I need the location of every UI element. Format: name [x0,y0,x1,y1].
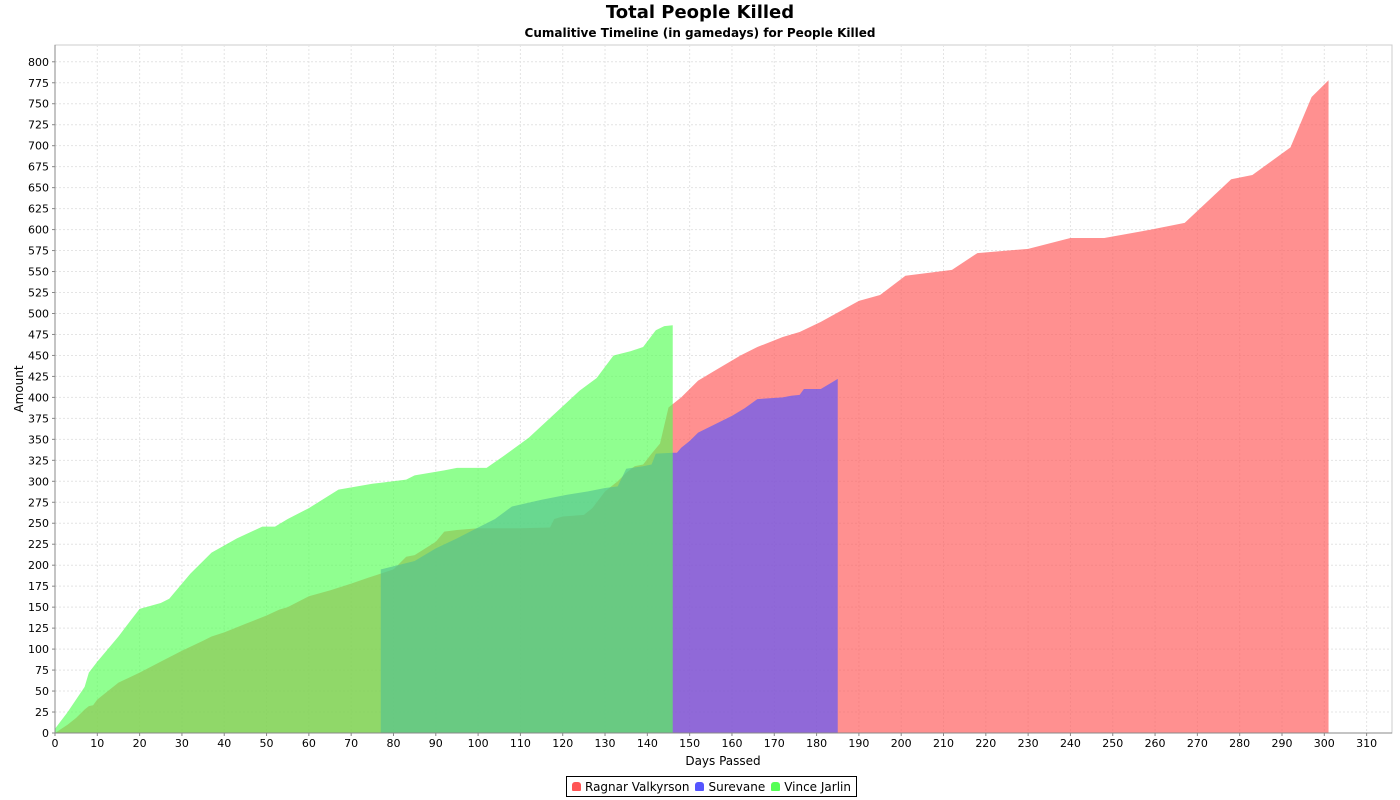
legend-label-ragnar-valkyrson: Ragnar Valkyrson [585,779,690,794]
y-tick-label-29: 725 [28,119,49,132]
x-tick-label-29: 290 [1271,737,1292,750]
y-tick-label-23: 575 [28,245,49,258]
x-tick-label-1: 10 [90,737,104,750]
x-tick-label-13: 130 [595,737,616,750]
x-tick-label-8: 80 [386,737,400,750]
y-tick-label-3: 75 [35,664,49,677]
y-tick-label-26: 650 [28,182,49,195]
legend-item-ragnar-valkyrson: Ragnar Valkyrson [572,780,689,794]
x-tick-label-11: 110 [510,737,531,750]
x-tick-label-14: 140 [637,737,658,750]
y-tick-label-11: 275 [28,496,49,509]
y-tick-label-27: 675 [28,161,49,174]
x-tick-label-15: 150 [679,737,700,750]
y-tick-label-4: 100 [28,643,49,656]
legend-swatch-ragnar-valkyrson [572,782,581,791]
x-tick-label-27: 270 [1187,737,1208,750]
x-tick-label-7: 70 [344,737,358,750]
x-tick-label-23: 230 [1018,737,1039,750]
legend-item-surevane: Surevane [695,780,765,794]
x-tick-label-16: 160 [721,737,742,750]
area-vince-jarlin [55,325,673,733]
y-tick-label-30: 750 [28,98,49,111]
y-tick-label-13: 325 [28,454,49,467]
y-ticks: 0 25 50 75 100 125 150 175 200 225 250 275 300 325 350… [28,56,55,740]
y-tick-label-6: 150 [28,601,49,614]
y-tick-label-19: 475 [28,328,49,341]
x-tick-label-3: 30 [175,737,189,750]
x-tick-label-25: 250 [1102,737,1123,750]
x-tick-label-21: 210 [933,737,954,750]
y-tick-label-32: 800 [28,56,49,69]
x-tick-label-31: 310 [1356,737,1377,750]
legend-swatch-vince-jarlin [771,782,781,791]
x-ticks: 0 10 20 30 40 50 60 70 80 90 100 110 120 130 140 150 160… [52,733,1377,750]
legend-swatch-surevane [695,782,705,791]
y-tick-label-28: 700 [28,140,49,153]
x-tick-label-0: 0 [52,737,59,750]
legend: Ragnar Valkyrson Surevane Vince Jarlin [566,776,857,797]
x-tick-label-19: 190 [848,737,869,750]
x-tick-label-5: 50 [260,737,274,750]
x-axis-label: Days Passed [685,754,760,768]
y-tick-label-1: 25 [35,706,49,719]
y-tick-label-15: 375 [28,412,49,425]
legend-item-vince-jarlin: Vince Jarlin [771,780,851,794]
x-tick-label-18: 180 [806,737,827,750]
x-tick-label-10: 100 [468,737,489,750]
axes [54,45,1392,734]
legend-label-vince-jarlin: Vince Jarlin [784,779,851,794]
x-tick-label-17: 170 [764,737,785,750]
y-tick-label-20: 500 [28,307,49,320]
y-tick-label-7: 175 [28,580,49,593]
y-tick-label-10: 250 [28,517,49,530]
y-tick-label-21: 525 [28,287,49,300]
y-tick-label-8: 200 [28,559,49,572]
x-tick-label-26: 260 [1145,737,1166,750]
y-tick-label-25: 625 [28,203,49,216]
y-tick-label-22: 550 [28,266,49,279]
x-tick-label-24: 240 [1060,737,1081,750]
chart-title: Total People Killed [605,2,795,23]
y-axis-label: Amount [12,365,26,412]
y-tick-label-2: 50 [35,685,49,698]
chart-subtitle: Cumalitive Timeline (in gamedays) for Pe… [524,26,876,40]
x-tick-label-28: 280 [1229,737,1250,750]
series-areas [55,80,1329,734]
y-tick-label-18: 450 [28,349,49,362]
x-tick-label-30: 300 [1314,737,1335,750]
y-tick-label-14: 350 [28,433,49,446]
x-tick-label-9: 90 [429,737,443,750]
x-tick-label-2: 20 [133,737,147,750]
area-ragnar-valkyrson [55,80,1329,734]
y-tick-label-5: 125 [28,622,49,635]
y-tick-label-12: 300 [28,475,49,488]
x-tick-label-4: 40 [217,737,231,750]
y-tick-label-16: 400 [28,391,49,404]
y-tick-label-9: 225 [28,538,49,551]
x-tick-label-20: 200 [891,737,912,750]
y-tick-label-31: 775 [28,77,49,90]
legend-label-surevane: Surevane [708,779,766,794]
x-tick-label-6: 60 [302,737,316,750]
x-tick-label-22: 220 [975,737,996,750]
y-tick-label-0: 0 [42,727,49,740]
y-tick-label-17: 425 [28,370,49,383]
x-tick-label-12: 120 [552,737,573,750]
y-tick-label-24: 600 [28,224,49,237]
